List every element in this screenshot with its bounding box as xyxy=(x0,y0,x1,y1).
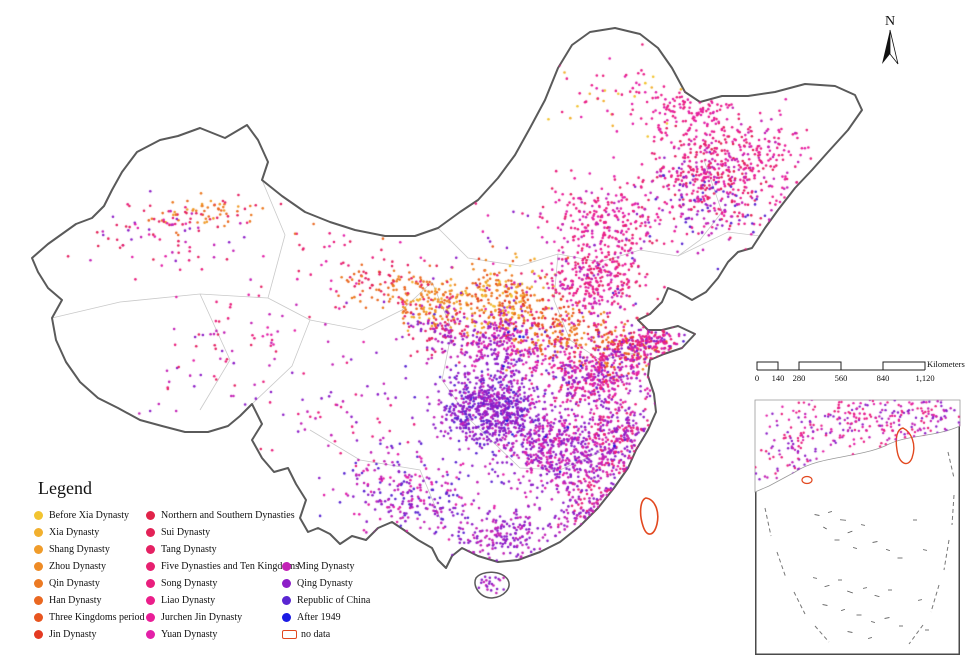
legend-item-label: Xia Dynasty xyxy=(49,527,100,538)
legend-item-label: Qin Dynasty xyxy=(49,578,100,589)
legend-swatch xyxy=(282,613,291,622)
legend-swatch xyxy=(282,579,291,588)
legend: Legend Before Xia Dynasty Xia Dynasty Shan… xyxy=(34,478,464,643)
legend-item: After 1949 xyxy=(282,609,370,626)
legend-swatch xyxy=(146,613,155,622)
legend-item-label: no data xyxy=(301,629,331,640)
legend-item: Before Xia Dynasty xyxy=(34,507,146,524)
legend-item: Yuan Dynasty xyxy=(146,626,282,643)
legend-columns: Before Xia Dynasty Xia Dynasty Shang Dynas… xyxy=(34,507,464,643)
legend-item-label: Republic of China xyxy=(297,595,371,606)
legend-swatch xyxy=(282,596,291,605)
legend-swatch xyxy=(146,511,155,520)
legend-item: Han Dynasty xyxy=(34,592,146,609)
legend-item: Tang Dynasty xyxy=(146,541,282,558)
legend-item: Qin Dynasty xyxy=(34,575,146,592)
legend-item: Shang Dynasty xyxy=(34,541,146,558)
legend-swatch xyxy=(146,562,155,571)
legend-column-1: Before Xia Dynasty Xia Dynasty Shang Dynas… xyxy=(34,507,146,643)
legend-column-2: Northern and Southern Dynasties Sui Dynas… xyxy=(146,507,299,643)
legend-swatch xyxy=(146,528,155,537)
legend-swatch xyxy=(34,579,43,588)
legend-item: Five Dynasties and Ten Kingdoms xyxy=(146,558,299,575)
legend-swatch xyxy=(34,596,43,605)
legend-item-label: Zhou Dynasty xyxy=(49,561,106,572)
legend-item-label: Han Dynasty xyxy=(49,595,102,606)
legend-item: no data xyxy=(282,626,370,643)
legend-item: Qing Dynasty xyxy=(282,575,370,592)
legend-item-label: Ming Dynasty xyxy=(297,561,355,572)
legend-swatch-no-data xyxy=(282,630,297,639)
legend-item-label: Before Xia Dynasty xyxy=(49,510,129,521)
legend-item: Republic of China xyxy=(282,592,370,609)
legend-item: Jin Dynasty xyxy=(34,626,146,643)
legend-item-label: After 1949 xyxy=(297,612,341,623)
legend-swatch xyxy=(146,579,155,588)
legend-swatch xyxy=(146,630,155,639)
legend-item: Ming Dynasty xyxy=(282,558,370,575)
legend-item: Three Kingdoms period xyxy=(34,609,146,626)
legend-title: Legend xyxy=(38,478,92,498)
legend-swatch xyxy=(34,613,43,622)
legend-item-label: Jin Dynasty xyxy=(49,629,97,640)
legend-swatch xyxy=(146,596,155,605)
legend-item-label: Northern and Southern Dynasties xyxy=(161,510,295,521)
legend-swatch xyxy=(282,562,291,571)
legend-swatch xyxy=(34,511,43,520)
legend-item-label: Liao Dynasty xyxy=(161,595,216,606)
legend-swatch xyxy=(34,545,43,554)
legend-column-3: Ming Dynasty Qing Dynasty Republic of Chin… xyxy=(282,558,370,643)
legend-item: Song Dynasty xyxy=(146,575,282,592)
legend-swatch xyxy=(146,545,155,554)
legend-item: Sui Dynasty xyxy=(146,524,282,541)
legend-item: Zhou Dynasty xyxy=(34,558,146,575)
legend-item: Xia Dynasty xyxy=(34,524,146,541)
legend-item-label: Tang Dynasty xyxy=(161,544,217,555)
legend-item-label: Shang Dynasty xyxy=(49,544,110,555)
legend-swatch xyxy=(34,562,43,571)
legend-item-label: Sui Dynasty xyxy=(161,527,211,538)
legend-item-label: Three Kingdoms period xyxy=(49,612,145,623)
legend-item-label: Yuan Dynasty xyxy=(161,629,218,640)
legend-item-label: Jurchen Jin Dynasty xyxy=(161,612,243,623)
legend-item: Northern and Southern Dynasties xyxy=(146,507,295,524)
legend-swatch xyxy=(34,630,43,639)
legend-item-label: Song Dynasty xyxy=(161,578,218,589)
legend-swatch xyxy=(34,528,43,537)
legend-item-label: Five Dynasties and Ten Kingdoms xyxy=(161,561,299,572)
legend-item-label: Qing Dynasty xyxy=(297,578,353,589)
legend-item: Liao Dynasty xyxy=(146,592,282,609)
legend-item: Jurchen Jin Dynasty xyxy=(146,609,282,626)
